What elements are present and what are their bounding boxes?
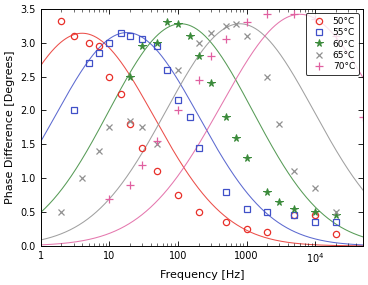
50°C	[155, 170, 159, 173]
60°C	[333, 214, 338, 217]
60°C	[208, 82, 213, 85]
55°C	[140, 38, 144, 41]
65°C	[59, 210, 64, 214]
50°C	[107, 75, 112, 78]
60°C	[277, 200, 282, 203]
55°C	[244, 207, 249, 210]
60°C	[244, 156, 249, 160]
70°C	[208, 54, 213, 58]
55°C	[176, 99, 180, 102]
50°C	[292, 214, 297, 217]
50°C	[71, 34, 76, 38]
55°C	[224, 190, 228, 194]
65°C	[140, 126, 144, 129]
60°C	[188, 34, 192, 38]
55°C	[155, 44, 159, 48]
Line: 55°C: 55°C	[70, 29, 339, 225]
70°C	[361, 115, 365, 119]
65°C	[107, 126, 112, 129]
70°C	[265, 13, 269, 16]
55°C	[188, 115, 192, 119]
60°C	[165, 21, 170, 24]
55°C	[165, 68, 170, 72]
50°C	[119, 92, 124, 95]
55°C	[333, 221, 338, 224]
60°C	[197, 54, 201, 58]
Line: 50°C: 50°C	[58, 18, 339, 237]
55°C	[119, 31, 124, 34]
65°C	[277, 122, 282, 126]
65°C	[292, 170, 297, 173]
50°C	[197, 210, 201, 214]
70°C	[224, 38, 228, 41]
50°C	[59, 19, 64, 23]
55°C	[128, 34, 132, 38]
70°C	[313, 17, 317, 21]
65°C	[208, 31, 213, 34]
50°C	[224, 221, 228, 224]
55°C	[71, 109, 76, 112]
50°C	[265, 231, 269, 234]
Legend: 50°C, 55°C, 60°C, 65°C, 70°C: 50°C, 55°C, 60°C, 65°C, 70°C	[306, 13, 359, 75]
60°C	[176, 22, 180, 25]
70°C	[128, 183, 132, 187]
60°C	[128, 75, 132, 78]
65°C	[155, 142, 159, 146]
70°C	[140, 163, 144, 166]
65°C	[244, 34, 249, 38]
X-axis label: Frequency [Hz]: Frequency [Hz]	[160, 270, 244, 280]
60°C	[234, 136, 238, 139]
65°C	[128, 119, 132, 122]
65°C	[176, 68, 180, 72]
65°C	[96, 149, 101, 153]
50°C	[96, 44, 101, 48]
50°C	[128, 122, 132, 126]
55°C	[107, 41, 112, 44]
60°C	[155, 41, 159, 44]
Line: 65°C: 65°C	[58, 21, 339, 215]
55°C	[197, 146, 201, 149]
70°C	[292, 13, 297, 16]
65°C	[224, 24, 228, 28]
Line: 60°C: 60°C	[126, 19, 340, 219]
50°C	[86, 41, 91, 44]
70°C	[244, 21, 249, 24]
Line: 70°C: 70°C	[106, 11, 367, 202]
50°C	[333, 232, 338, 235]
60°C	[224, 115, 228, 119]
50°C	[313, 214, 317, 217]
65°C	[333, 210, 338, 214]
55°C	[86, 61, 91, 65]
65°C	[234, 22, 238, 25]
50°C	[244, 227, 249, 231]
55°C	[292, 214, 297, 217]
65°C	[80, 176, 84, 180]
65°C	[265, 75, 269, 78]
50°C	[176, 194, 180, 197]
70°C	[197, 78, 201, 82]
60°C	[265, 190, 269, 194]
55°C	[96, 51, 101, 55]
Y-axis label: Phase Difference [Degrees]: Phase Difference [Degrees]	[5, 51, 15, 204]
70°C	[176, 109, 180, 112]
65°C	[197, 41, 201, 44]
70°C	[333, 34, 338, 38]
70°C	[155, 139, 159, 143]
60°C	[140, 44, 144, 48]
60°C	[292, 207, 297, 210]
65°C	[313, 187, 317, 190]
70°C	[107, 197, 112, 200]
60°C	[313, 210, 317, 214]
55°C	[265, 210, 269, 214]
50°C	[140, 146, 144, 149]
55°C	[313, 221, 317, 224]
